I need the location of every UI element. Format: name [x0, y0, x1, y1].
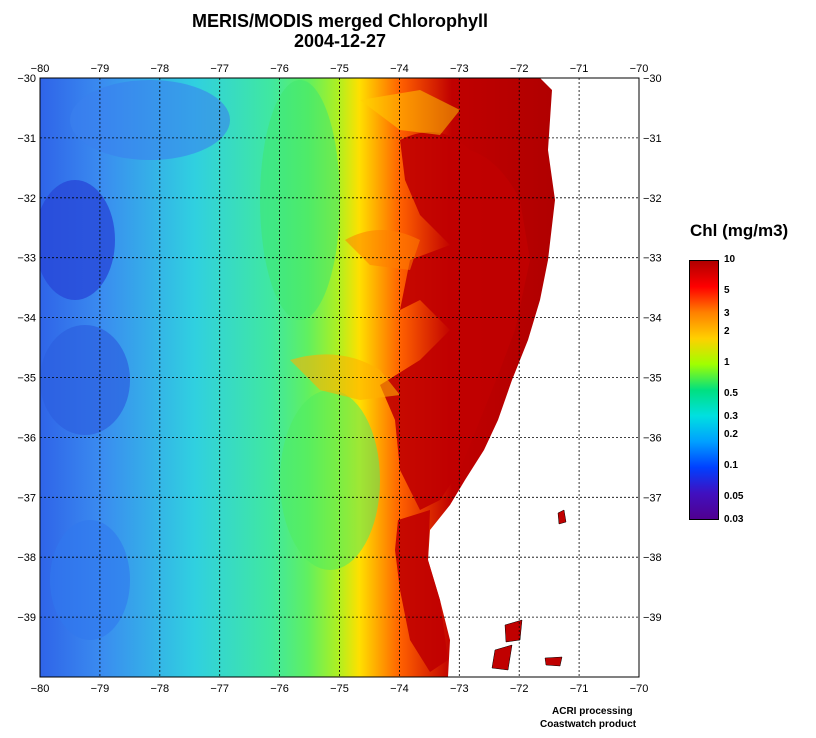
lat-tick-label: −35	[17, 373, 36, 385]
high-chl-coastal-band	[380, 132, 530, 510]
lat-tick-label: −34	[17, 313, 36, 325]
chlorophyll-map: −80 −80 −79 −79 −78 −78 −77 −77 −76 −76 −75 −75 −74 −…	[17, 63, 662, 695]
colorbar-tick-label: 0.1	[724, 460, 738, 472]
lon-tick-label: −79	[91, 63, 110, 75]
lon-tick-label: −80	[31, 63, 50, 75]
lat-tick-label: −31	[643, 133, 662, 145]
colorbar-tick-label: 0.3	[724, 410, 738, 422]
map-title: MERIS/MODIS merged Chlorophyll	[191, 11, 489, 31]
lat-tick-label: −32	[17, 193, 36, 205]
lon-tick-label: −73	[450, 683, 469, 695]
colorbar-tick-label: 0.05	[724, 491, 744, 503]
lon-tick-label: −80	[31, 683, 50, 695]
lon-tick-label: −78	[150, 63, 169, 75]
lon-tick-label: −77	[210, 63, 229, 75]
lon-tick-label: −71	[570, 683, 589, 695]
lon-tick-label: −74	[390, 683, 409, 695]
lon-tick-label: −72	[510, 683, 529, 695]
lat-tick-label: −36	[17, 432, 36, 444]
colorbar-tick-label: 0.03	[724, 514, 744, 525]
lat-tick-label: −33	[643, 253, 662, 265]
colorbar-tick-label: 3	[724, 307, 730, 319]
lat-tick-label: −36	[643, 432, 662, 444]
high-chl-coastal-band	[395, 510, 448, 672]
lat-tick-label: −38	[17, 552, 36, 564]
lat-tick-label: −32	[643, 193, 662, 205]
island-patch	[504, 619, 523, 643]
colorbar-title: Chl (mg/m3)	[690, 221, 789, 240]
lon-tick-label: −76	[270, 63, 289, 75]
lon-tick-label: −72	[510, 63, 529, 75]
lon-tick-label: −77	[210, 683, 229, 695]
mid-high-chl-plume	[360, 90, 460, 135]
credit-product: Coastwatch product	[540, 719, 637, 730]
credit-processing: ACRI processing	[552, 706, 633, 717]
island-patch	[491, 644, 513, 671]
low-chl-patch	[50, 520, 130, 640]
colorbar-tick-label: 2	[724, 326, 730, 338]
lon-tick-label: −75	[330, 683, 349, 695]
lon-tick-label: −79	[91, 683, 110, 695]
low-chl-patch	[40, 180, 115, 300]
colorbar-tick-label: 0.2	[724, 429, 738, 441]
lon-tick-label: −70	[630, 683, 649, 695]
lon-tick-label: −75	[330, 63, 349, 75]
lat-tick-label: −37	[643, 492, 662, 504]
lat-tick-label: −35	[643, 373, 662, 385]
lat-tick-label: −38	[643, 552, 662, 564]
lat-tick-label: −33	[17, 253, 36, 265]
mid-chl-patch	[280, 390, 380, 570]
map-date: 2004-12-27	[293, 31, 387, 51]
lon-tick-label: −73	[450, 63, 469, 75]
colorbar-tick-label: 1	[724, 357, 730, 369]
lat-tick-label: −39	[17, 612, 36, 624]
lat-tick-label: −30	[643, 73, 662, 85]
lon-tick-label: −76	[270, 683, 289, 695]
low-chl-patch	[70, 80, 230, 160]
lat-tick-label: −34	[643, 313, 662, 325]
lat-tick-label: −39	[643, 612, 662, 624]
lon-tick-label: −71	[570, 63, 589, 75]
colorbar-tick-label: 0.5	[724, 388, 738, 400]
island-patch	[544, 656, 563, 667]
low-chl-patch	[40, 325, 130, 435]
colorbar-tick-label: 5	[724, 285, 730, 297]
mid-high-chl-plume	[345, 230, 420, 270]
lon-tick-label: −74	[390, 63, 409, 75]
lon-tick-label: −70	[630, 63, 649, 75]
lat-tick-label: −31	[17, 133, 36, 145]
plot-frame	[39, 77, 640, 678]
colorbar	[689, 260, 719, 520]
colorbar-tick-label: 10	[724, 254, 736, 265]
island-patch	[557, 509, 567, 525]
lat-tick-label: −30	[17, 73, 36, 85]
lon-tick-label: −78	[150, 683, 169, 695]
mid-chl-patch	[260, 80, 340, 320]
lat-tick-label: −37	[17, 492, 36, 504]
